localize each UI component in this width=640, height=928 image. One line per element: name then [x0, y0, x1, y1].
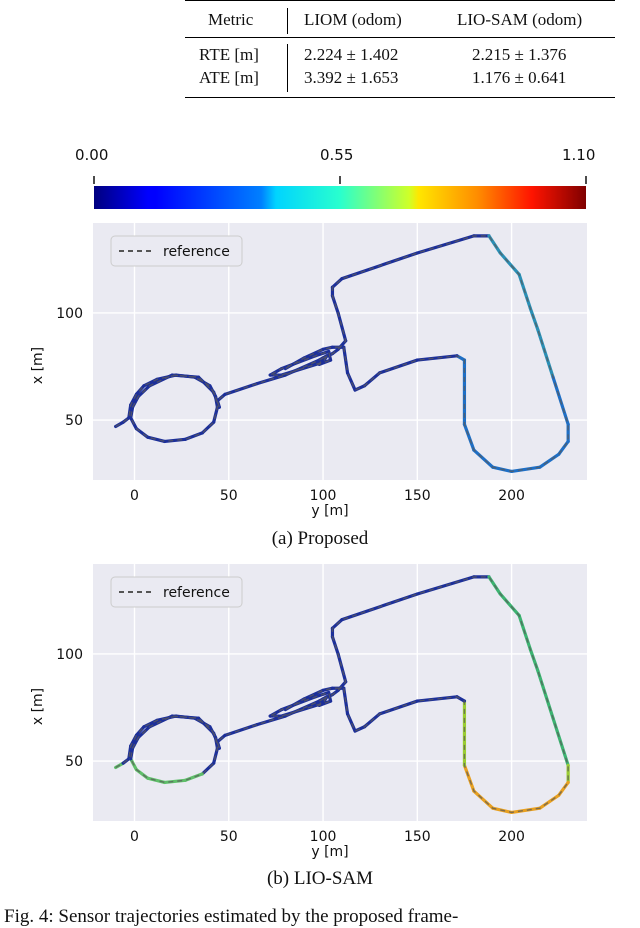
table-header-liosam: LIO-SAM (odom)	[457, 10, 583, 29]
table-top-rule	[185, 0, 615, 1]
table-header-liom: LIOM (odom)	[304, 10, 402, 29]
legend-box	[110, 576, 243, 608]
x-tick-label: 100	[310, 488, 337, 504]
legend-box	[110, 235, 243, 267]
legend-label-reference: reference	[163, 585, 230, 601]
table-row-liom: 3.392 ± 1.653	[304, 68, 399, 87]
trajectory-segment	[462, 422, 476, 452]
x-tick-label: 200	[498, 488, 525, 504]
trajectory-segment	[336, 311, 348, 343]
trajectory-segment	[498, 251, 521, 277]
trajectory-segment	[498, 592, 521, 618]
legend: reference	[110, 576, 243, 608]
legend: reference	[110, 235, 243, 267]
caption-proposed: (a) Proposed	[271, 528, 369, 549]
trajectory-segment	[163, 778, 187, 785]
reference-trajectory	[115, 235, 569, 473]
trajectory-segment	[472, 789, 495, 810]
legend-label-reference: reference	[163, 244, 230, 260]
trajectory-segment	[509, 806, 542, 815]
x-tick-label: 50	[220, 829, 238, 845]
x-tick-label: 0	[130, 488, 139, 504]
y-tick-label: 100	[56, 647, 83, 663]
x-axis-label: y [m]	[311, 503, 348, 519]
trajectory-segment	[538, 793, 561, 810]
table-header-metric: Metric	[208, 10, 254, 29]
y-axis-label: x [m]	[30, 347, 46, 384]
y-tick-label: 100	[56, 306, 83, 322]
colorbar-max-label: 1.10	[562, 146, 596, 164]
table-row-liosam: 1.176 ± 0.641	[472, 68, 567, 87]
trajectory-segment	[462, 763, 476, 793]
colorbar-gradient	[94, 186, 586, 209]
trajectory-segment	[336, 652, 348, 684]
x-axis-label: y [m]	[311, 844, 348, 860]
table-header-rule	[185, 37, 615, 38]
caption-liosam: (b) LIO-SAM	[266, 868, 374, 889]
x-tick-label: 100	[310, 829, 337, 845]
figure-caption-footer: Fig. 4: Sensor trajectories estimated by…	[4, 906, 459, 927]
x-tick-label: 200	[498, 829, 525, 845]
table-row-metric: RTE [m]	[199, 45, 259, 64]
trajectory-segment	[472, 448, 495, 469]
y-tick-label: 50	[65, 754, 83, 770]
table-bottom-rule	[185, 97, 615, 98]
table-row-metric: ATE [m]	[199, 68, 259, 87]
colorbar-mid-label: 0.55	[320, 146, 354, 164]
colorbar	[93, 176, 587, 209]
x-tick-label: 150	[404, 829, 431, 845]
colorbar-min-label: 0.00	[75, 146, 109, 164]
table-row-liom: 2.224 ± 1.402	[304, 45, 399, 64]
x-tick-label: 50	[220, 488, 238, 504]
y-tick-label: 50	[65, 413, 83, 429]
x-tick-label: 0	[130, 829, 139, 845]
trajectory-segment	[509, 465, 542, 474]
x-tick-label: 150	[404, 488, 431, 504]
table-header-separator	[287, 8, 288, 34]
trajectory-segment	[163, 437, 187, 444]
table-body-separator	[287, 44, 288, 92]
y-axis-label: x [m]	[30, 688, 46, 725]
reference-trajectory	[115, 576, 569, 814]
table-row-liosam: 2.215 ± 1.376	[472, 45, 567, 64]
trajectory-segment	[538, 452, 561, 469]
